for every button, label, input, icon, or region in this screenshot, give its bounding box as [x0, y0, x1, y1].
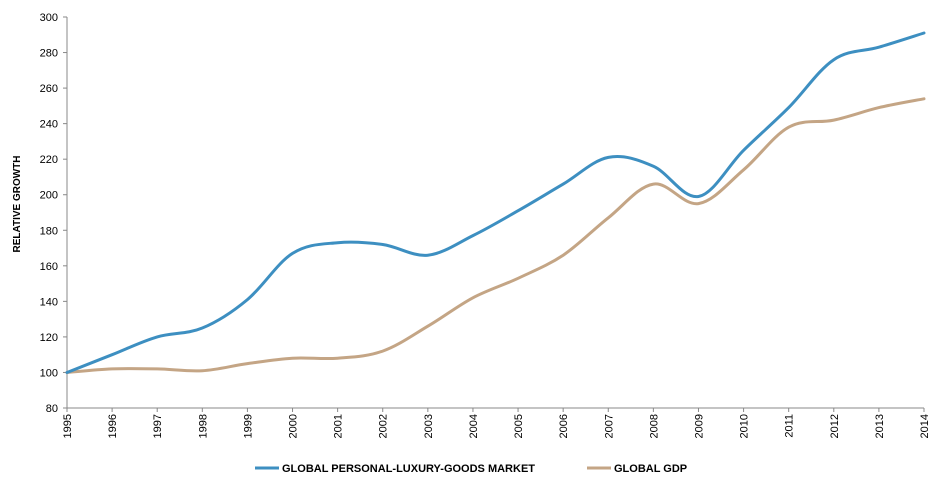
x-tick-label: 2010 [739, 414, 751, 438]
legend: GLOBAL PERSONAL-LUXURY-GOODS MARKET GLOBA… [255, 463, 687, 475]
y-tick-label: 160 [40, 261, 58, 273]
series-line-global-personal-luxury-goods-market [65, 31, 926, 374]
legend-label-global-personal-luxury-goods-market: GLOBAL PERSONAL-LUXURY-GOODS MARKET [282, 463, 535, 475]
y-tick-label: 200 [40, 190, 58, 202]
x-tick-label: 2004 [468, 414, 480, 438]
series-line-global-gdp [65, 97, 926, 374]
y-tick-label: 300 [40, 12, 58, 24]
x-tick-label: 1998 [197, 414, 209, 438]
x-tick-label: 2005 [513, 414, 525, 438]
x-tick-label: 2007 [603, 414, 615, 438]
x-tick-label: 1997 [152, 414, 164, 438]
x-tick-label: 1999 [242, 414, 254, 438]
x-tick-label: 2012 [829, 414, 841, 438]
y-tick-label: 140 [40, 296, 58, 308]
y-axis: 80 100 120 140 160 180 200 220 240 260 280 300 [40, 12, 68, 415]
y-tick-label: 240 [40, 119, 58, 131]
x-tick-label: 1996 [107, 414, 119, 438]
x-axis: 1995 1996 1997 1998 1999 2000 2001 2002 2003 2004… [62, 407, 931, 438]
x-tick-label: 2006 [558, 414, 570, 438]
x-tick-label: 2011 [784, 414, 796, 438]
y-tick-label: 100 [40, 367, 58, 379]
x-tick-label: 2000 [288, 414, 300, 438]
y-tick-label: 120 [40, 332, 58, 344]
x-tick-label: 1995 [62, 414, 74, 438]
x-tick-label: 2009 [693, 414, 705, 438]
x-tick-label: 2003 [423, 414, 435, 438]
x-tick-label: 2014 [919, 414, 931, 438]
legend-label-global-gdp: GLOBAL GDP [614, 463, 687, 475]
x-tick-label: 2002 [378, 414, 390, 438]
y-tick-label: 180 [40, 225, 58, 237]
y-tick-label: 260 [40, 83, 58, 95]
x-tick-label: 2001 [333, 414, 345, 438]
x-tick-label: 2013 [874, 414, 886, 438]
y-tick-label: 80 [46, 403, 58, 415]
x-tick-label: 2008 [648, 414, 660, 438]
y-tick-label: 280 [40, 48, 58, 60]
y-tick-label: 220 [40, 154, 58, 166]
series-lines [65, 31, 926, 374]
y-axis-label: RELATIVE GROWTH [12, 155, 23, 252]
